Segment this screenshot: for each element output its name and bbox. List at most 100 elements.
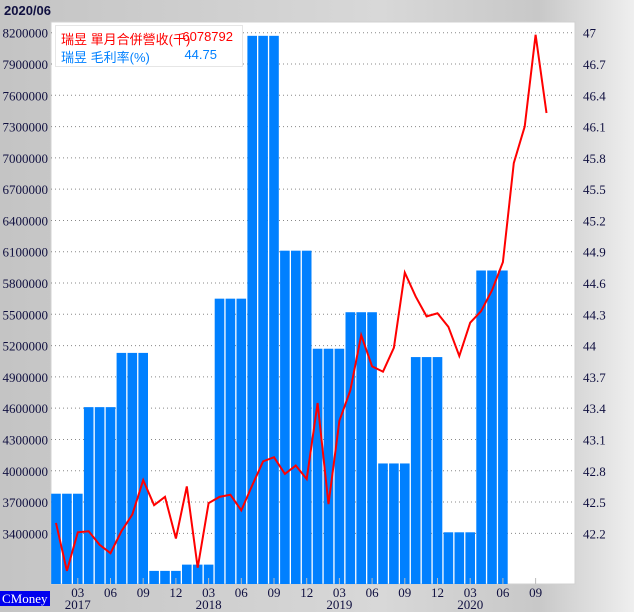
revenue-bar [192, 564, 203, 584]
revenue-bar [149, 570, 159, 584]
right-tick-label: 46.1 [583, 120, 606, 135]
revenue-bar [182, 564, 192, 584]
revenue-bar [171, 570, 181, 584]
revenue-bar [487, 270, 497, 584]
x-year-label: 2019 [326, 597, 352, 612]
left-tick-label: 4000000 [3, 464, 49, 479]
x-tick-label: 12 [169, 585, 182, 600]
left-tick-label: 3700000 [3, 495, 49, 510]
revenue-bar [378, 463, 388, 584]
revenue-bar [280, 250, 290, 584]
revenue-bar [83, 407, 94, 584]
right-tick-label: 42.2 [583, 526, 606, 541]
revenue-bar [498, 270, 508, 584]
left-tick-label: 6700000 [3, 182, 49, 197]
right-tick-label: 44.3 [583, 307, 606, 322]
revenue-bar [62, 493, 72, 584]
right-tick-label: 45.8 [583, 151, 606, 166]
legend: 瑞昱 單月合併營收(千) 6078792 瑞昱 毛利率(%) 44.75 [55, 25, 243, 67]
revenue-bar [443, 532, 454, 584]
left-tick-label: 8200000 [3, 26, 49, 41]
revenue-bar [334, 348, 345, 584]
x-year-label: 2017 [65, 597, 92, 612]
revenue-bar [432, 357, 443, 584]
left-tick-label: 5200000 [3, 339, 49, 354]
right-tick-label: 44 [583, 339, 597, 354]
revenue-bar [116, 352, 127, 584]
revenue-bar [367, 312, 377, 584]
revenue-bar [236, 298, 247, 584]
revenue-bar [214, 298, 225, 584]
x-tick-label: 03 [333, 585, 346, 600]
left-tick-label: 6100000 [3, 245, 49, 260]
revenue-bar [291, 250, 301, 584]
left-tick-label: 4600000 [3, 401, 49, 416]
right-tick-label: 43.1 [583, 432, 606, 447]
revenue-bar [105, 407, 116, 584]
x-tick-label: 03 [202, 585, 215, 600]
x-tick-label: 09 [529, 585, 542, 600]
x-tick-label: 06 [366, 585, 380, 600]
revenue-bar [203, 564, 214, 584]
x-tick-label: 09 [137, 585, 150, 600]
revenue-bar [312, 348, 323, 584]
x-tick-label: 12 [431, 585, 444, 600]
revenue-bar [421, 357, 432, 584]
right-tick-label: 44.9 [583, 245, 606, 260]
revenue-bar [410, 357, 421, 584]
left-tick-label: 6400000 [3, 213, 49, 228]
revenue-bar [138, 352, 148, 584]
x-tick-label: 03 [71, 585, 84, 600]
revenue-bar [476, 270, 486, 584]
revenue-bar [465, 532, 475, 584]
revenue-bar [94, 407, 105, 584]
revenue-bar [160, 570, 170, 584]
right-tick-label: 43.7 [583, 370, 606, 385]
left-tick-label: 5800000 [3, 276, 49, 291]
x-tick-label: 06 [496, 585, 510, 600]
revenue-bar [127, 352, 138, 584]
right-tick-label: 42.8 [583, 464, 606, 479]
left-tick-label: 4900000 [3, 370, 49, 385]
legend-value: 44.75 [184, 47, 217, 62]
revenue-bar [225, 298, 236, 584]
x-tick-label: 09 [398, 585, 411, 600]
x-year-label: 2020 [457, 597, 483, 612]
x-tick-label: 06 [235, 585, 249, 600]
left-tick-label: 7000000 [3, 151, 49, 166]
revenue-bar [454, 532, 465, 584]
right-tick-label: 43.4 [583, 401, 606, 416]
brand-logo[interactable]: CMoney [0, 591, 50, 606]
x-tick-label: 06 [104, 585, 118, 600]
revenue-bar [73, 493, 83, 584]
left-tick-label: 7900000 [3, 57, 49, 72]
legend-item-margin: 瑞昱 毛利率(%) 44.75 [61, 47, 237, 66]
right-tick-label: 46.4 [583, 88, 606, 103]
right-tick-label: 46.7 [583, 57, 606, 72]
revenue-bar [345, 312, 356, 584]
x-tick-label: 03 [464, 585, 477, 600]
period-title: 2020/06 [4, 3, 51, 18]
legend-value: 6078792 [182, 29, 233, 44]
right-tick-label: 45.2 [583, 213, 606, 228]
revenue-bar [389, 463, 399, 584]
revenue-bar [400, 463, 410, 584]
revenue-bar [301, 250, 312, 584]
revenue-bar [323, 348, 334, 584]
right-tick-label: 42.5 [583, 495, 606, 510]
left-tick-label: 7300000 [3, 120, 49, 135]
revenue-bar [247, 35, 257, 585]
revenue-bar [356, 312, 366, 584]
legend-label: 瑞昱 單月合併營收(千) [61, 32, 191, 47]
revenue-bar [269, 35, 279, 585]
legend-label: 瑞昱 毛利率(%) [61, 50, 150, 65]
x-tick-label: 09 [268, 585, 281, 600]
x-tick-label: 12 [300, 585, 313, 600]
x-year-label: 2018 [196, 597, 222, 612]
right-tick-label: 45.5 [583, 182, 606, 197]
legend-item-revenue: 瑞昱 單月合併營收(千) 6078792 [61, 29, 237, 48]
right-tick-label: 44.6 [583, 276, 606, 291]
left-tick-label: 4300000 [3, 432, 49, 447]
left-tick-label: 5500000 [3, 307, 49, 322]
